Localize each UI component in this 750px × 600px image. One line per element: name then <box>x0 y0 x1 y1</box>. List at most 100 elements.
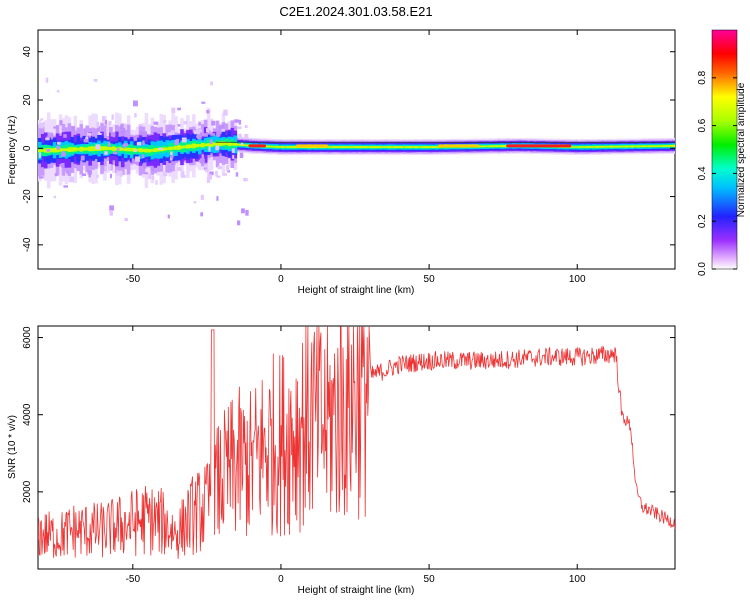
spectrogram-speckle <box>174 139 179 145</box>
spectrogram-speckle <box>200 212 204 217</box>
spectrogram-cell <box>206 143 211 147</box>
spectrogram-speckle <box>170 161 176 166</box>
spectrogram-speckle <box>209 171 214 175</box>
spectrogram-speckle <box>207 157 211 161</box>
spectrogram-speckle <box>83 139 89 143</box>
spectrogram-speckle <box>238 119 242 125</box>
spectrogram-speckle <box>244 133 249 139</box>
spectrogram-cell <box>420 146 424 148</box>
spectrogram-speckle <box>60 163 65 168</box>
spectrogram-cell <box>331 146 335 149</box>
spectrogram-speckle <box>120 124 123 130</box>
spectrogram-ytick-label: 40 <box>22 46 33 58</box>
spectrogram-speckle <box>238 135 243 140</box>
colorbar-tick-label: 0.2 <box>697 214 708 228</box>
spectrogram-ytick-label: 20 <box>22 94 33 106</box>
spectrogram-speckle <box>204 164 209 168</box>
spectrogram-cell <box>67 147 72 152</box>
spectrogram-speckle <box>205 168 209 173</box>
spectrogram-cell <box>230 142 235 146</box>
spectrogram-speckle <box>53 195 57 199</box>
spectrogram-cell <box>645 145 649 147</box>
spectrogram-speckle <box>158 147 163 150</box>
spectrogram-speckle <box>193 130 198 135</box>
spectrogram-speckle <box>42 121 45 127</box>
spectrogram-speckle <box>45 77 49 83</box>
spectrogram-cell <box>337 146 341 149</box>
spectrogram-cell <box>221 141 226 146</box>
spectrogram-speckle <box>240 142 244 146</box>
spectrogram-cell <box>630 145 635 148</box>
spectrogram-cell <box>357 146 362 149</box>
spectrogram-cell <box>615 145 620 148</box>
spectrogram-cell <box>82 147 87 151</box>
spectrogram-speckle <box>63 134 67 138</box>
spectrogram-speckle <box>180 174 186 178</box>
spectrogram-speckle <box>245 209 249 216</box>
spectrogram-speckle <box>209 139 213 144</box>
spectrogram-cell <box>672 144 675 147</box>
spectrogram-speckle <box>123 143 128 147</box>
spectrogram-speckle <box>176 167 182 171</box>
spectrogram-cell <box>405 146 409 149</box>
spectrogram-cell <box>43 148 48 153</box>
spectrogram-cell <box>390 146 395 148</box>
spectrogram-cell <box>624 145 629 148</box>
spectrogram-cell <box>654 145 658 147</box>
spectrogram-cell <box>488 145 492 148</box>
spectrogram-speckle <box>243 177 248 182</box>
spectrogram-speckle <box>124 217 128 222</box>
spectrogram-speckle <box>237 126 242 130</box>
spectrogram-cell <box>106 146 110 151</box>
spectrogram-speckle <box>167 132 172 136</box>
spectrogram-xlabel: Height of straight line (km) <box>298 285 415 296</box>
spectrogram-ylabel: Frequency (Hz) <box>7 116 18 185</box>
spectrogram-speckle <box>113 151 118 155</box>
spectrogram-speckle <box>150 167 155 171</box>
colorbar-gradient <box>711 29 738 270</box>
spectrogram-speckle <box>63 185 69 188</box>
spectrogram-speckle <box>155 180 158 185</box>
spectrogram-speckle <box>144 172 148 175</box>
spectrogram-speckle <box>139 131 144 136</box>
spectrogram-speckle <box>56 145 61 150</box>
spectrogram-cell <box>577 146 581 148</box>
spectrogram-speckle <box>134 149 137 152</box>
spectrogram-peak <box>437 144 480 148</box>
spectrogram-cell <box>85 147 89 151</box>
spectrogram-cell <box>177 145 181 150</box>
spectrogram-speckle <box>131 158 135 163</box>
spectrogram-cell <box>429 146 433 148</box>
spectrogram-speckle <box>134 113 137 118</box>
colorbar-tick-label: 0.4 <box>697 166 708 180</box>
spectrogram-xtick-label: 50 <box>424 274 436 285</box>
spectrogram-speckle <box>206 109 210 114</box>
spectrogram-cell <box>100 146 104 151</box>
spectrogram-speckle <box>152 175 155 181</box>
spectrogram-cell <box>491 145 495 148</box>
spectrogram-speckle <box>38 176 44 179</box>
spectrogram-cell <box>600 145 605 148</box>
spectrogram-cell <box>52 147 57 153</box>
spectrogram-cell <box>49 148 54 153</box>
spectrogram-cell <box>183 145 187 149</box>
spectrogram-speckle <box>56 90 60 93</box>
spectrogram-speckle <box>210 81 213 86</box>
spectrogram-cell <box>197 144 202 147</box>
spectrogram-cell <box>275 145 279 148</box>
spectrogram-speckle <box>57 141 61 145</box>
spectrogram-speckle <box>162 120 167 123</box>
spectrogram-speckle <box>116 170 119 176</box>
colorbar-ticks: 0.0 0.2 0.4 0.6 0.8 <box>697 70 737 276</box>
spectrogram-cell <box>79 146 84 152</box>
spectrogram-speckle <box>170 151 173 155</box>
spectrogram-speckle <box>80 155 85 161</box>
spectrogram-speckle <box>170 130 175 135</box>
colorbar-tick-label: 0.0 <box>697 262 708 276</box>
spectrogram-speckle <box>120 131 125 137</box>
spectrogram-speckle <box>104 119 108 125</box>
spectrogram-cell <box>363 146 368 149</box>
spectrogram-speckle <box>110 132 116 137</box>
spectrogram-cell <box>209 142 214 147</box>
